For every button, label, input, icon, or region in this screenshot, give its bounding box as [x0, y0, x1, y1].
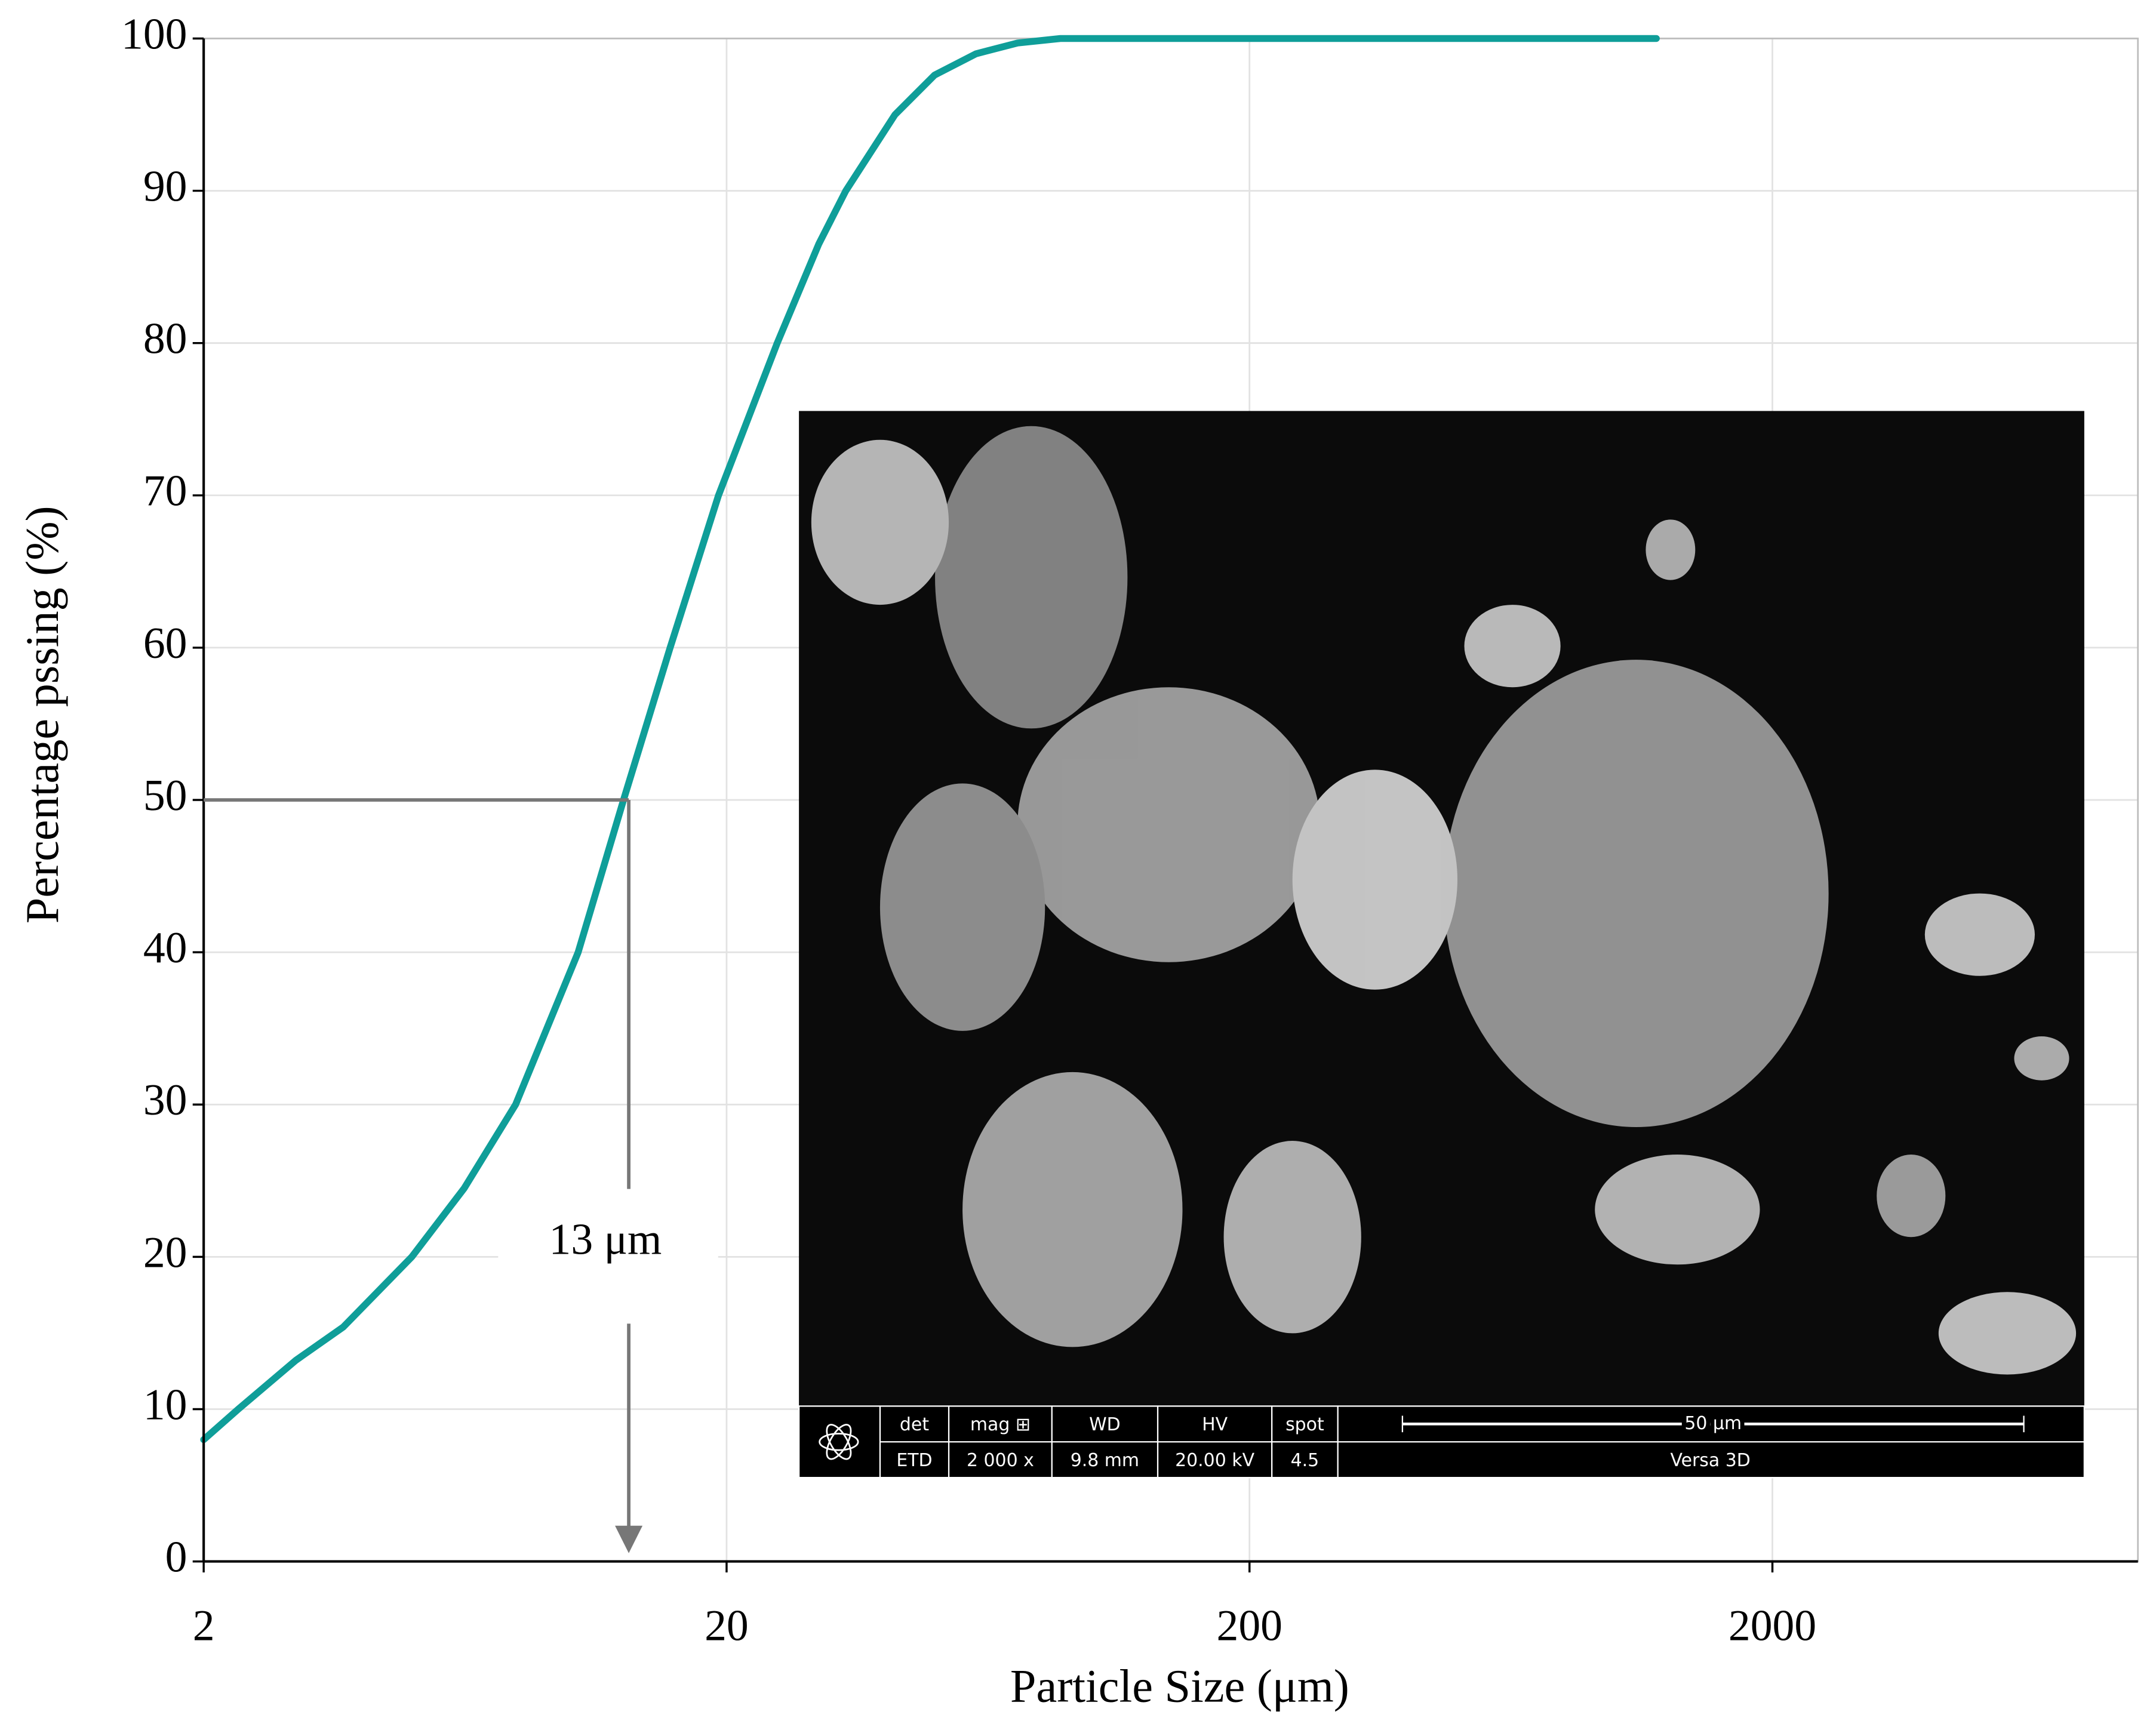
- arrow-head: [615, 1525, 643, 1553]
- sem-info-label: mag ⊞: [970, 1414, 1031, 1435]
- x-axis-label: Particle Size (μm): [1010, 1660, 1349, 1712]
- y-tick-label: 40: [143, 923, 187, 972]
- y-tick-label: 0: [165, 1532, 187, 1581]
- data-line: [200, 35, 1660, 1443]
- annotation-label: 13 μm: [549, 1215, 662, 1264]
- y-tick-label: 30: [143, 1075, 187, 1124]
- sem-instrument: Versa 3D: [1670, 1450, 1750, 1471]
- y-tick-label: 60: [143, 618, 187, 667]
- sem-scale-label: 50 μm: [1684, 1413, 1742, 1434]
- x-tick-label: 20: [705, 1601, 749, 1650]
- y-tick-label: 20: [143, 1227, 187, 1276]
- y-axis-label: Percentage pssing (%): [16, 506, 68, 924]
- sem-inset: det ETD mag ⊞ 2 000 x WD 9.8 mm HV 20.00 kV spot…: [798, 411, 2086, 1479]
- y-tick-label: 70: [143, 466, 187, 515]
- x-tick-label: 2000: [1729, 1601, 1816, 1650]
- sem-info-label: WD: [1089, 1414, 1121, 1435]
- y-tick-label: 100: [121, 9, 187, 58]
- sem-info-grid: [879, 1406, 2084, 1478]
- x-tick-label: 200: [1216, 1601, 1282, 1650]
- sem-info-label: 2 000 x: [967, 1450, 1034, 1471]
- y-tick-label: 80: [143, 314, 187, 363]
- sem-info-label: spot: [1285, 1414, 1324, 1435]
- sem-info-label: det: [900, 1414, 929, 1435]
- annotation-box: [498, 1189, 718, 1324]
- sem-logo: [819, 1424, 859, 1460]
- sem-info-label: 20.00 kV: [1175, 1450, 1254, 1471]
- sem-info-label: HV: [1202, 1414, 1228, 1435]
- sem-info-label: ETD: [896, 1450, 932, 1471]
- sem-info-label: 4.5: [1291, 1450, 1320, 1471]
- sem-info-label: 9.8 mm: [1071, 1450, 1139, 1471]
- sem-particles: [811, 426, 2077, 1375]
- y-tick-label: 50: [143, 771, 187, 820]
- y-tick-label: 90: [143, 161, 187, 210]
- x-tick-label: 2: [193, 1601, 215, 1650]
- y-tick-label: 10: [143, 1380, 187, 1429]
